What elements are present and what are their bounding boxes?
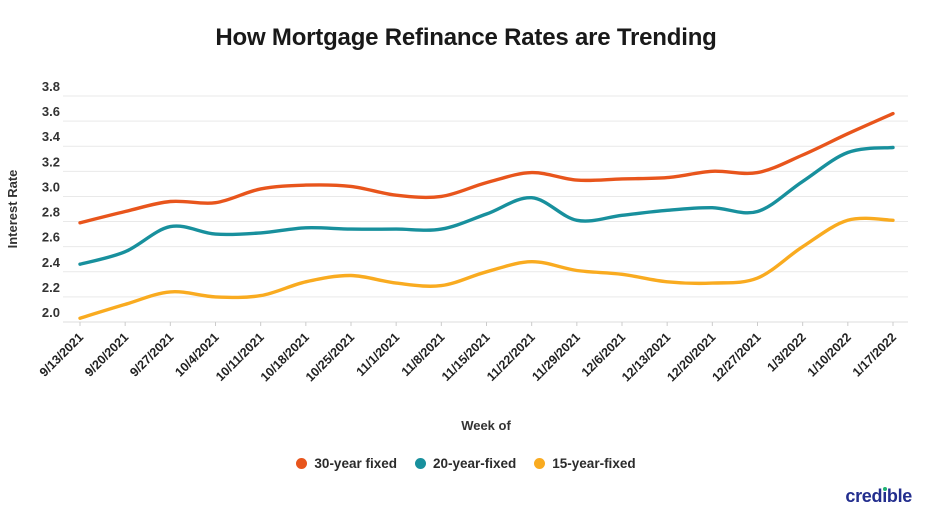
logo-text-right: ble [886, 486, 912, 506]
y-tick-label: 2.4 [42, 255, 61, 270]
legend-item-15-year-fixed: 15-year-fixed [534, 455, 636, 471]
x-tick-label: 11/29/2021 [529, 330, 583, 384]
series-line-15-year-fixed [78, 216, 895, 320]
y-tick-label: 2.6 [42, 230, 60, 245]
legend-label-15-year-fixed: 15-year-fixed [552, 455, 636, 471]
x-tick-label: 1/17/2022 [850, 330, 899, 379]
y-axis-title: Interest Rate [5, 170, 20, 249]
x-axis-title: Week of [461, 418, 511, 433]
y-tick-label: 3.8 [42, 79, 60, 94]
legend-item-20-year-fixed: 20-year-fixed [414, 455, 517, 471]
y-tick-label: 2.8 [42, 205, 60, 220]
legend-dot-icon [296, 457, 308, 469]
series-line-30-year-fixed [78, 111, 895, 225]
x-tick-label: 1/3/2022 [764, 330, 808, 374]
chart-legend: 30-year fixed 20-year-fixed 15-year-fixe… [0, 450, 932, 476]
legend-dot-icon [414, 457, 426, 469]
legend-label-30-year-fixed: 30-year fixed [314, 455, 397, 471]
x-tick-label: 9/20/2021 [82, 330, 131, 379]
logo-i: ı [882, 486, 887, 506]
legend-item-30-year-fixed: 30-year fixed [296, 456, 397, 471]
y-tick-label: 3.2 [42, 154, 60, 169]
x-tick-label: 1/10/2022 [805, 330, 854, 379]
y-tick-label: 2.0 [42, 305, 60, 320]
x-tick-label: 9/13/2021 [37, 330, 86, 379]
legend-dot-icon [534, 457, 546, 469]
x-tick-label: 11/1/2021 [354, 330, 403, 379]
y-tick-label: 3.4 [42, 129, 61, 144]
y-tick-label: 3.0 [42, 179, 60, 194]
y-tick-label: 3.6 [42, 104, 60, 119]
series-line-20-year-fixed [78, 145, 895, 266]
legend-label-20-year-fixed: 20-year-fixed [432, 455, 517, 471]
logo-text-left: cred [845, 486, 883, 506]
chart-canvas: Interest Rate Week of 3.8 3.6 3.4 3.2 3.0 2.8… [5, 79, 908, 433]
x-tick-label: 9/27/2021 [127, 330, 176, 379]
x-tick-label: 10/25/2021 [303, 330, 357, 384]
x-tick-label: 12/27/2021 [709, 330, 763, 384]
y-tick-label: 2.2 [42, 280, 60, 295]
chart-title: How Mortgage Refinance Rates are Trendin… [215, 24, 717, 51]
credible-logo[interactable]: credıble [845, 486, 912, 507]
